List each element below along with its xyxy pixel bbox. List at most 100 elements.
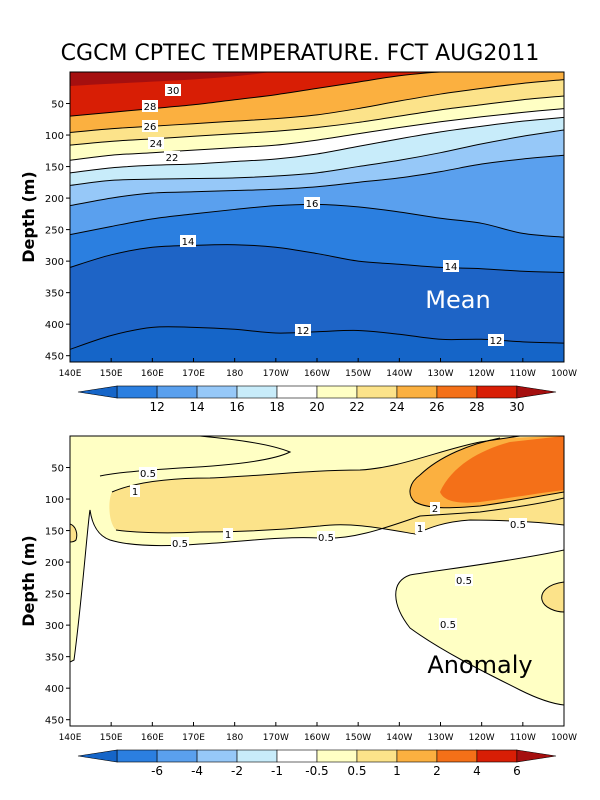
contour-label-bg [415, 522, 425, 534]
contour-label-bg [223, 528, 233, 540]
anomaly-y-ticks: 50 100 150 200 250 300 350 400 450 [45, 464, 70, 727]
x-tick-label: 180 [226, 369, 243, 379]
colorbar-swatch [236, 749, 278, 763]
x-tick-label: 150E [100, 369, 123, 379]
colorbar-swatch [316, 385, 358, 399]
anomaly-contour-line-left-edge [70, 523, 78, 543]
contour-label-bg [304, 197, 320, 209]
x-tick-label: 140W [386, 369, 412, 379]
anomaly-region-one-right-edge [541, 582, 564, 612]
colorbar-swatch [356, 749, 398, 763]
contour-label-bg [443, 260, 459, 272]
y-tick-label: 100 [45, 131, 64, 142]
x-tick-label: 180 [226, 733, 243, 743]
x-tick-label: 170W [263, 369, 289, 379]
anomaly-region-four [440, 436, 564, 503]
contour-label: 30 [167, 86, 180, 97]
y-tick-label: 250 [45, 226, 64, 237]
colorbar-label: -4 [191, 764, 203, 778]
contour-label-bg [439, 618, 457, 630]
x-tick-label: 100W [551, 733, 577, 743]
colorbar-label: 1 [393, 764, 401, 778]
anomaly-annotation: Anomaly [427, 651, 532, 679]
colorbar-label: 0.5 [347, 764, 366, 778]
colorbar-label: 14 [189, 400, 204, 414]
x-tick-label: 150E [100, 733, 123, 743]
colorbar-swatch [116, 385, 158, 399]
contour-label: 1 [225, 530, 231, 541]
colorbar-swatch [236, 385, 278, 399]
anomaly-x-ticks: 140E 150E 160E 170E 180 170W 160W 150W 140W 130W 1… [59, 722, 577, 743]
colorbar-swatch [196, 385, 238, 399]
contour-label-bg [171, 537, 189, 549]
contour-label: 14 [182, 237, 195, 248]
x-tick-label: 140W [386, 733, 412, 743]
colorbar-label: 24 [389, 400, 404, 414]
contour-label: 2 [432, 504, 438, 515]
colorbar-swatch [116, 749, 158, 763]
contour-label: 14 [445, 262, 458, 273]
y-tick-label: 300 [45, 621, 64, 632]
colorbar-swatch [476, 749, 518, 763]
x-tick-label: 140E [59, 733, 82, 743]
contour-label: 0.5 [510, 520, 526, 531]
x-tick-label: 140E [59, 369, 82, 379]
x-tick-label: 150W [345, 733, 371, 743]
anomaly-contour-line-two [409, 437, 564, 509]
colorbar-label: 28 [469, 400, 484, 414]
contour-label: 16 [306, 199, 319, 210]
contour-label-bg [164, 151, 180, 163]
contour-label: 0.5 [140, 469, 156, 480]
x-tick-label: 110W [510, 733, 536, 743]
contour-label-bg [142, 100, 158, 112]
mean-contour-line-14 [70, 244, 564, 273]
colorbar-label: -0.5 [305, 764, 328, 778]
contour-label-bg [180, 235, 196, 247]
mean-contour-line-12 [70, 326, 564, 350]
x-tick-label: 170E [182, 733, 205, 743]
x-tick-label: 160W [304, 369, 330, 379]
x-tick-label: 160W [304, 733, 330, 743]
x-tick-label: 160E [141, 733, 164, 743]
y-tick-label: 250 [45, 590, 64, 601]
x-tick-label: 110W [510, 369, 536, 379]
colorbar-arrow-low [77, 385, 118, 399]
colorbar-label: 6 [513, 764, 521, 778]
x-tick-label: 120W [469, 369, 495, 379]
colorbar-swatch [156, 749, 198, 763]
anomaly-region-half-right-lobe [395, 550, 564, 705]
contour-label: 0.5 [172, 539, 188, 550]
colorbar-arrow-high [516, 385, 557, 399]
y-tick-label: 50 [51, 464, 64, 475]
x-tick-label: 160E [141, 369, 164, 379]
contour-label-bg [317, 531, 335, 543]
colorbar-swatch [476, 385, 518, 399]
anomaly-colorbar: -6 -4 -2 -1 -0.5 0.5 1 2 4 6 [77, 749, 557, 778]
y-tick-label: 450 [45, 716, 64, 727]
mean-x-ticks: 140E 150E 160E 170E 180 170W 160W 150W 140W 130W 1… [59, 358, 577, 379]
contour-label-bg [509, 518, 527, 530]
x-tick-label: 120W [469, 733, 495, 743]
colorbar-label: 4 [473, 764, 481, 778]
colorbar-swatch [196, 749, 238, 763]
colorbar-swatch [436, 385, 478, 399]
colorbar-label: -1 [271, 764, 283, 778]
contour-label: 0.5 [318, 533, 334, 544]
colorbar-swatch [436, 749, 478, 763]
y-tick-label: 400 [45, 320, 64, 331]
contour-label-bg [295, 324, 311, 336]
contour-label-bg [165, 84, 181, 96]
y-tick-label: 50 [51, 100, 64, 111]
contour-label: 24 [150, 139, 163, 150]
colorbar-swatch [276, 749, 318, 763]
chart-title: CGCM CPTEC TEMPERATURE. FCT AUG2011 [61, 41, 540, 66]
y-tick-label: 350 [45, 653, 64, 664]
contour-label-bg [130, 485, 140, 497]
y-tick-label: 100 [45, 495, 64, 506]
mean-colorbar: 12 14 16 18 20 22 24 26 28 30 [77, 385, 557, 414]
y-tick-label: 400 [45, 684, 64, 695]
colorbar-arrow-high [516, 749, 557, 763]
